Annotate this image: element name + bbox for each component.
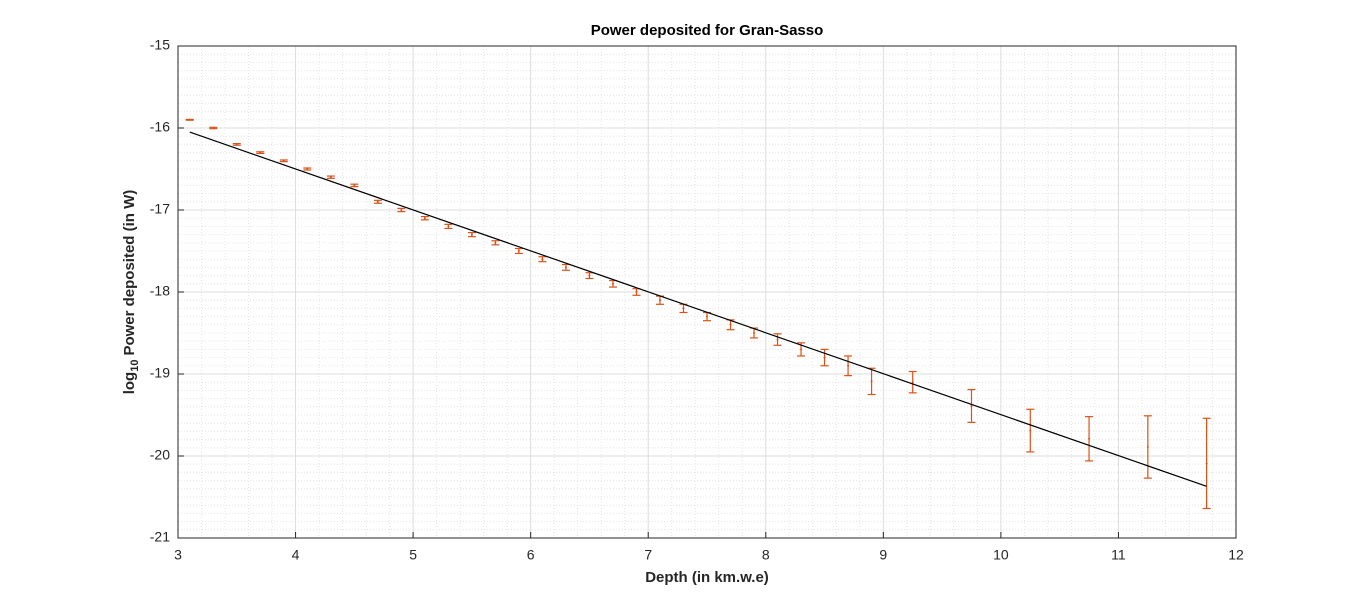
data-point: [870, 380, 873, 383]
data-point: [800, 348, 803, 351]
x-tick-label: 3: [174, 547, 182, 563]
data-point: [329, 176, 332, 179]
y-tick-label: -15: [150, 37, 170, 53]
data-point: [235, 143, 238, 146]
chart-title: Power deposited for Gran-Sasso: [591, 22, 824, 39]
data-point: [541, 258, 544, 261]
data-point: [729, 323, 732, 326]
x-tick-label: 8: [762, 547, 770, 563]
x-tick-label: 10: [993, 547, 1009, 563]
x-tick-label: 7: [644, 547, 652, 563]
data-point: [588, 274, 591, 277]
y-label-part: Power deposited (in W): [121, 190, 138, 356]
data-point: [706, 315, 708, 318]
data-point: [611, 282, 614, 285]
y-tick-label: -19: [150, 365, 170, 381]
x-tick-label: 9: [879, 547, 887, 563]
data-point: [212, 127, 215, 129]
x-tick-label: 4: [292, 547, 300, 563]
data-point: [1029, 429, 1032, 432]
y-tick-label: -20: [150, 447, 170, 463]
x-tick-label: 6: [527, 547, 535, 563]
y-tick-label: -21: [150, 529, 170, 545]
data-point: [564, 266, 567, 269]
y-tick-label: -16: [150, 119, 170, 135]
data-point: [188, 118, 191, 121]
y-tick-label: -17: [150, 201, 170, 217]
data-point: [470, 233, 473, 236]
data-point: [353, 184, 356, 187]
data-point: [282, 159, 285, 162]
data-point: [823, 356, 826, 359]
data-point: [376, 200, 379, 203]
x-tick-label: 5: [409, 547, 417, 563]
axes-box: [177, 45, 1237, 539]
data-point: [658, 299, 661, 302]
data-point: [259, 151, 262, 154]
data-point: [306, 168, 309, 170]
data-point: [911, 381, 914, 384]
data-point: [423, 217, 426, 220]
y-axis-label: log10 Power deposited (in W): [121, 190, 141, 395]
fit-line: [189, 131, 1207, 487]
data-point: [753, 332, 756, 334]
y-label-part: log: [121, 372, 138, 395]
y-label-sub: 10: [129, 360, 141, 372]
x-tick-label: 11: [1111, 547, 1126, 563]
x-axis-label: Depth (in km.w.e): [645, 569, 769, 586]
data-point: [1205, 462, 1208, 465]
x-tick-label: 12: [1228, 547, 1244, 563]
data-point: [447, 225, 450, 228]
data-point: [400, 209, 403, 211]
data-point: [517, 250, 520, 252]
data-point: [847, 364, 850, 367]
data-point: [494, 241, 497, 244]
data-point: [1088, 437, 1091, 440]
data-point: [776, 338, 779, 341]
data-point: [635, 291, 638, 293]
data-point: [970, 404, 973, 407]
data-point: [1146, 445, 1149, 448]
data-point: [682, 307, 685, 310]
y-tick-label: -18: [150, 283, 170, 299]
